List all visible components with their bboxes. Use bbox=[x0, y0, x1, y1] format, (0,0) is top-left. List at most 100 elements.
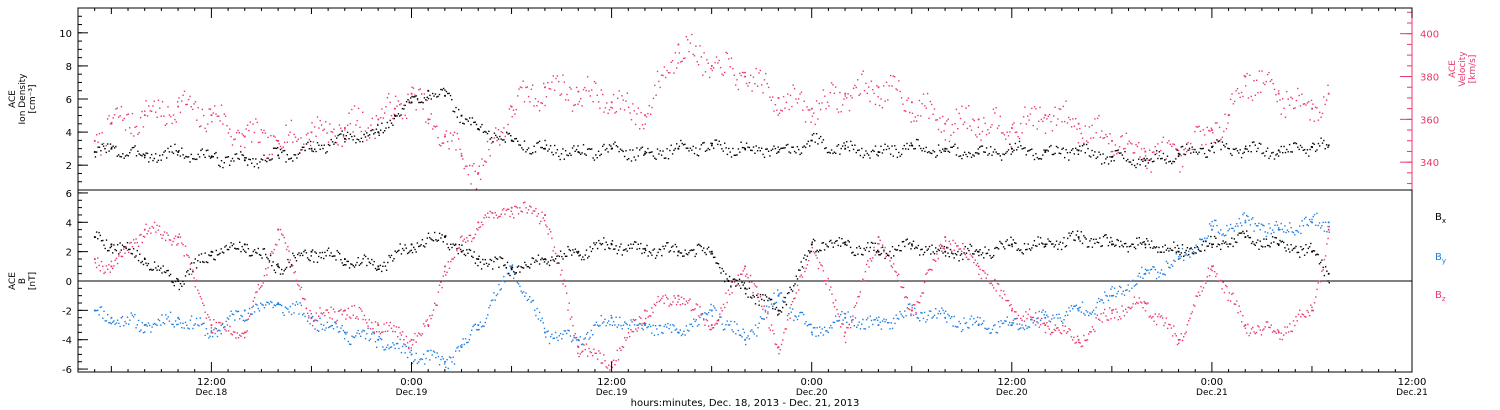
data-point bbox=[654, 84, 656, 87]
data-point bbox=[931, 103, 933, 106]
data-point bbox=[1247, 97, 1250, 99]
data-point bbox=[377, 322, 379, 324]
data-point bbox=[314, 319, 316, 321]
data-point bbox=[903, 110, 905, 112]
data-point bbox=[978, 323, 980, 325]
data-point bbox=[160, 115, 162, 117]
data-point bbox=[944, 150, 947, 152]
data-point bbox=[630, 119, 633, 121]
data-point bbox=[1131, 243, 1133, 245]
data-point bbox=[762, 318, 764, 320]
data-point bbox=[633, 241, 636, 243]
data-point bbox=[1328, 225, 1330, 228]
data-point bbox=[965, 153, 967, 156]
data-point bbox=[647, 255, 649, 257]
data-point bbox=[1253, 80, 1255, 82]
data-point bbox=[636, 113, 638, 115]
data-point bbox=[438, 364, 441, 366]
data-point bbox=[420, 244, 422, 246]
data-point bbox=[761, 84, 763, 86]
data-point bbox=[577, 338, 580, 341]
data-point bbox=[385, 127, 387, 129]
data-point bbox=[799, 275, 801, 278]
data-point bbox=[310, 316, 313, 319]
data-point bbox=[1069, 329, 1071, 331]
data-point bbox=[215, 328, 217, 330]
data-point bbox=[1202, 147, 1204, 150]
data-point bbox=[1127, 143, 1129, 145]
data-point bbox=[130, 132, 132, 135]
data-point bbox=[232, 331, 235, 333]
data-point bbox=[100, 260, 103, 263]
data-point bbox=[1133, 152, 1136, 154]
data-point bbox=[126, 249, 129, 251]
data-point bbox=[1296, 320, 1298, 322]
data-point bbox=[238, 158, 240, 160]
data-point bbox=[122, 153, 124, 155]
data-point bbox=[577, 352, 579, 354]
data-point bbox=[160, 324, 162, 326]
data-point bbox=[131, 112, 134, 115]
data-point bbox=[707, 147, 709, 150]
data-point bbox=[229, 315, 231, 317]
data-point bbox=[925, 146, 927, 149]
data-point bbox=[1279, 151, 1281, 153]
data-point bbox=[1011, 309, 1013, 312]
data-point bbox=[1232, 227, 1234, 230]
data-point bbox=[1311, 218, 1313, 221]
data-point bbox=[505, 209, 507, 212]
data-point bbox=[499, 256, 501, 258]
data-point bbox=[388, 347, 390, 350]
data-point bbox=[575, 251, 578, 253]
data-point bbox=[1225, 234, 1227, 236]
data-point bbox=[407, 99, 409, 101]
data-point bbox=[1300, 316, 1302, 318]
data-point bbox=[1090, 156, 1092, 158]
data-point bbox=[387, 344, 389, 346]
data-point bbox=[1286, 229, 1289, 231]
data-point bbox=[789, 94, 792, 97]
data-point bbox=[425, 242, 427, 245]
data-point bbox=[894, 270, 896, 272]
data-point bbox=[1173, 161, 1176, 163]
data-point bbox=[819, 261, 821, 264]
data-point bbox=[666, 148, 668, 150]
data-point bbox=[468, 234, 470, 237]
data-point bbox=[1110, 288, 1112, 290]
data-point bbox=[788, 151, 790, 153]
data-point bbox=[510, 135, 512, 137]
data-point bbox=[95, 231, 98, 233]
data-point bbox=[984, 272, 986, 274]
data-point bbox=[1001, 322, 1003, 325]
data-point bbox=[152, 227, 155, 229]
data-point bbox=[870, 241, 873, 244]
data-point bbox=[478, 165, 480, 167]
data-point bbox=[230, 333, 232, 335]
data-point bbox=[924, 150, 926, 153]
data-point bbox=[427, 325, 430, 327]
data-point bbox=[1172, 143, 1174, 145]
data-point bbox=[115, 145, 117, 148]
data-point bbox=[188, 256, 190, 259]
data-point bbox=[883, 149, 885, 151]
data-point bbox=[430, 98, 432, 100]
data-point bbox=[97, 146, 99, 148]
data-point bbox=[755, 67, 757, 70]
data-point bbox=[1235, 90, 1237, 92]
data-point bbox=[393, 113, 395, 116]
data-point bbox=[1126, 289, 1128, 291]
data-point bbox=[494, 256, 496, 258]
data-point bbox=[485, 131, 487, 133]
data-point bbox=[441, 89, 443, 91]
data-point bbox=[333, 143, 335, 145]
data-point bbox=[1055, 124, 1058, 126]
data-point bbox=[453, 256, 456, 259]
data-point bbox=[1181, 165, 1184, 168]
data-point bbox=[740, 74, 742, 77]
data-point bbox=[155, 231, 157, 233]
data-point bbox=[370, 130, 372, 132]
data-point bbox=[399, 338, 401, 341]
data-point bbox=[1113, 317, 1116, 319]
data-point bbox=[1225, 284, 1227, 287]
data-point bbox=[754, 83, 756, 85]
